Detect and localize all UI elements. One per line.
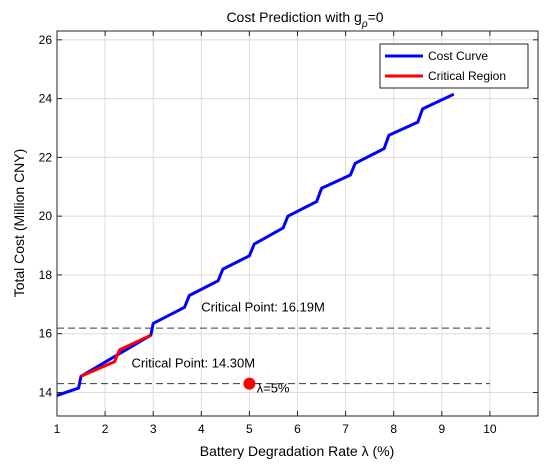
chart-title-main: Cost Prediction with g bbox=[226, 9, 361, 25]
x-tick-label-8: 8 bbox=[390, 422, 397, 436]
reference-lines: Critical Point: 16.19M Critical Point: 14… bbox=[57, 300, 490, 385]
grid-lines bbox=[56, 31, 538, 416]
y-tick-label-18: 18 bbox=[39, 268, 53, 282]
x-tick-label-2: 2 bbox=[102, 422, 109, 436]
x-tick-label-7: 7 bbox=[342, 422, 349, 436]
x-tick-label-3: 3 bbox=[150, 422, 157, 436]
y-axis-label: Total Cost (Million CNY) bbox=[11, 149, 27, 298]
y-tick-label-24: 24 bbox=[39, 92, 53, 106]
x-tick-label-10: 10 bbox=[483, 422, 497, 436]
chart-title-subscript: ρ bbox=[361, 19, 368, 30]
reference-label-0: Critical Point: 16.19M bbox=[201, 300, 325, 315]
x-tick-label-9: 9 bbox=[438, 422, 445, 436]
x-tick-label-6: 6 bbox=[294, 422, 301, 436]
series-line-1 bbox=[80, 333, 152, 378]
marker-point bbox=[243, 377, 256, 390]
marker-label: λ=5% bbox=[257, 380, 290, 395]
x-tick-label-5: 5 bbox=[246, 422, 253, 436]
y-tick-label-16: 16 bbox=[39, 327, 53, 341]
legend-label-critical-region: Critical Region bbox=[428, 69, 506, 83]
legend-box bbox=[379, 43, 529, 89]
x-tick-label-4: 4 bbox=[198, 422, 205, 436]
x-tick-label-1: 1 bbox=[54, 422, 61, 436]
x-axis-label: Battery Degradation Rate λ (%) bbox=[200, 443, 395, 459]
y-tick-label-20: 20 bbox=[39, 209, 53, 223]
marker-layer: λ=5% bbox=[243, 377, 290, 395]
y-tick-label-22: 22 bbox=[39, 150, 53, 164]
axis-ticks: 1 2 3 4 5 6 7 8 9 10 14 16 18 20 22 24 26 bbox=[39, 31, 538, 436]
y-tick-label-14: 14 bbox=[39, 385, 53, 399]
legend: Cost Curve Critical Region bbox=[379, 43, 529, 89]
series-line-0 bbox=[56, 92, 455, 397]
chart-title: Cost Prediction with gρ=0 bbox=[226, 9, 383, 30]
chart-title-tail: =0 bbox=[368, 9, 384, 25]
reference-label-1: Critical Point: 14.30M bbox=[132, 356, 256, 371]
legend-label-cost-curve: Cost Curve bbox=[428, 49, 488, 63]
y-tick-label-26: 26 bbox=[39, 33, 53, 47]
series-lines bbox=[56, 92, 455, 397]
